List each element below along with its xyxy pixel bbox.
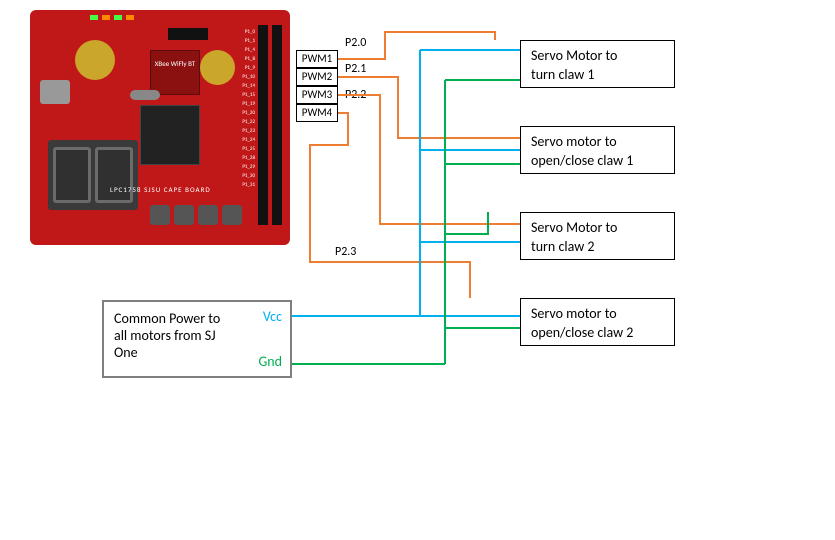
wiring-svg bbox=[0, 0, 835, 540]
